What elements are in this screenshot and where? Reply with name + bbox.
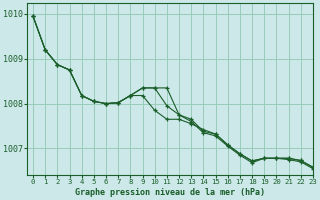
X-axis label: Graphe pression niveau de la mer (hPa): Graphe pression niveau de la mer (hPa) bbox=[75, 188, 265, 197]
